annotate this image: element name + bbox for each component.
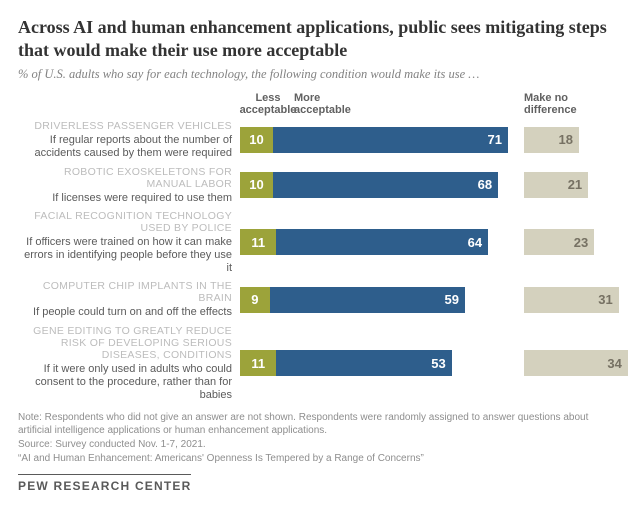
bar-less: 11 xyxy=(240,229,276,255)
row-condition: If people could turn on and off the effe… xyxy=(18,306,232,319)
chart-row: DRIVERLESS PASSENGER VEHICLES If regular … xyxy=(18,120,622,159)
header-diff: Make no difference xyxy=(524,92,614,116)
bar-diff: 31 xyxy=(524,287,619,313)
row-category: ROBOTIC EXOSKELETONS FOR MANUAL LABOR xyxy=(18,166,232,190)
bar-diff: 23 xyxy=(524,229,594,255)
chart-subtitle: % of U.S. adults who say for each techno… xyxy=(18,67,622,82)
bar-more: 64 xyxy=(276,229,488,255)
row-condition: If it were only used in adults who could… xyxy=(18,363,232,401)
source-text: Source: Survey conducted Nov. 1-7, 2021. xyxy=(18,438,622,451)
header-less: Less acceptable xyxy=(236,92,300,116)
row-category: COMPUTER CHIP IMPLANTS IN THE BRAIN xyxy=(18,280,232,304)
bar-less: 10 xyxy=(240,127,273,153)
row-category: GENE EDITING TO GREATLY REDUCE RISK OF D… xyxy=(18,325,232,361)
bar-more: 53 xyxy=(276,350,451,376)
bar-less: 10 xyxy=(240,172,273,198)
note-text: Note: Respondents who did not give an an… xyxy=(18,411,622,437)
bar-diff: 21 xyxy=(524,172,588,198)
bar-more: 71 xyxy=(273,127,508,153)
bar-more: 68 xyxy=(273,172,498,198)
chart-rows: DRIVERLESS PASSENGER VEHICLES If regular … xyxy=(18,120,622,401)
chart-row: ROBOTIC EXOSKELETONS FOR MANUAL LABOR If … xyxy=(18,166,622,205)
row-category: DRIVERLESS PASSENGER VEHICLES xyxy=(18,120,232,132)
column-headers: Less acceptable More acceptable Make no … xyxy=(18,92,622,116)
bar-more: 59 xyxy=(270,287,465,313)
chart-title: Across AI and human enhancement applicat… xyxy=(18,16,622,61)
row-condition: If regular reports about the number of a… xyxy=(18,134,232,159)
bar-less: 11 xyxy=(240,350,276,376)
report-text: “AI and Human Enhancement: Americans' Op… xyxy=(18,452,622,465)
bar-less: 9 xyxy=(240,287,270,313)
footnotes: Note: Respondents who did not give an an… xyxy=(18,411,622,465)
chart-row: COMPUTER CHIP IMPLANTS IN THE BRAIN If pe… xyxy=(18,280,622,319)
header-more: More acceptable xyxy=(294,92,358,116)
bar-diff: 18 xyxy=(524,127,579,153)
chart-row: FACIAL RECOGNITION TECHNOLOGY USED BY PO… xyxy=(18,210,622,274)
chart-row: GENE EDITING TO GREATLY REDUCE RISK OF D… xyxy=(18,325,622,401)
bar-diff: 34 xyxy=(524,350,628,376)
row-condition: If licenses were required to use them xyxy=(18,192,232,205)
row-condition: If officers were trained on how it can m… xyxy=(18,236,232,274)
pew-logo: PEW RESEARCH CENTER xyxy=(18,474,191,493)
row-category: FACIAL RECOGNITION TECHNOLOGY USED BY PO… xyxy=(18,210,232,234)
